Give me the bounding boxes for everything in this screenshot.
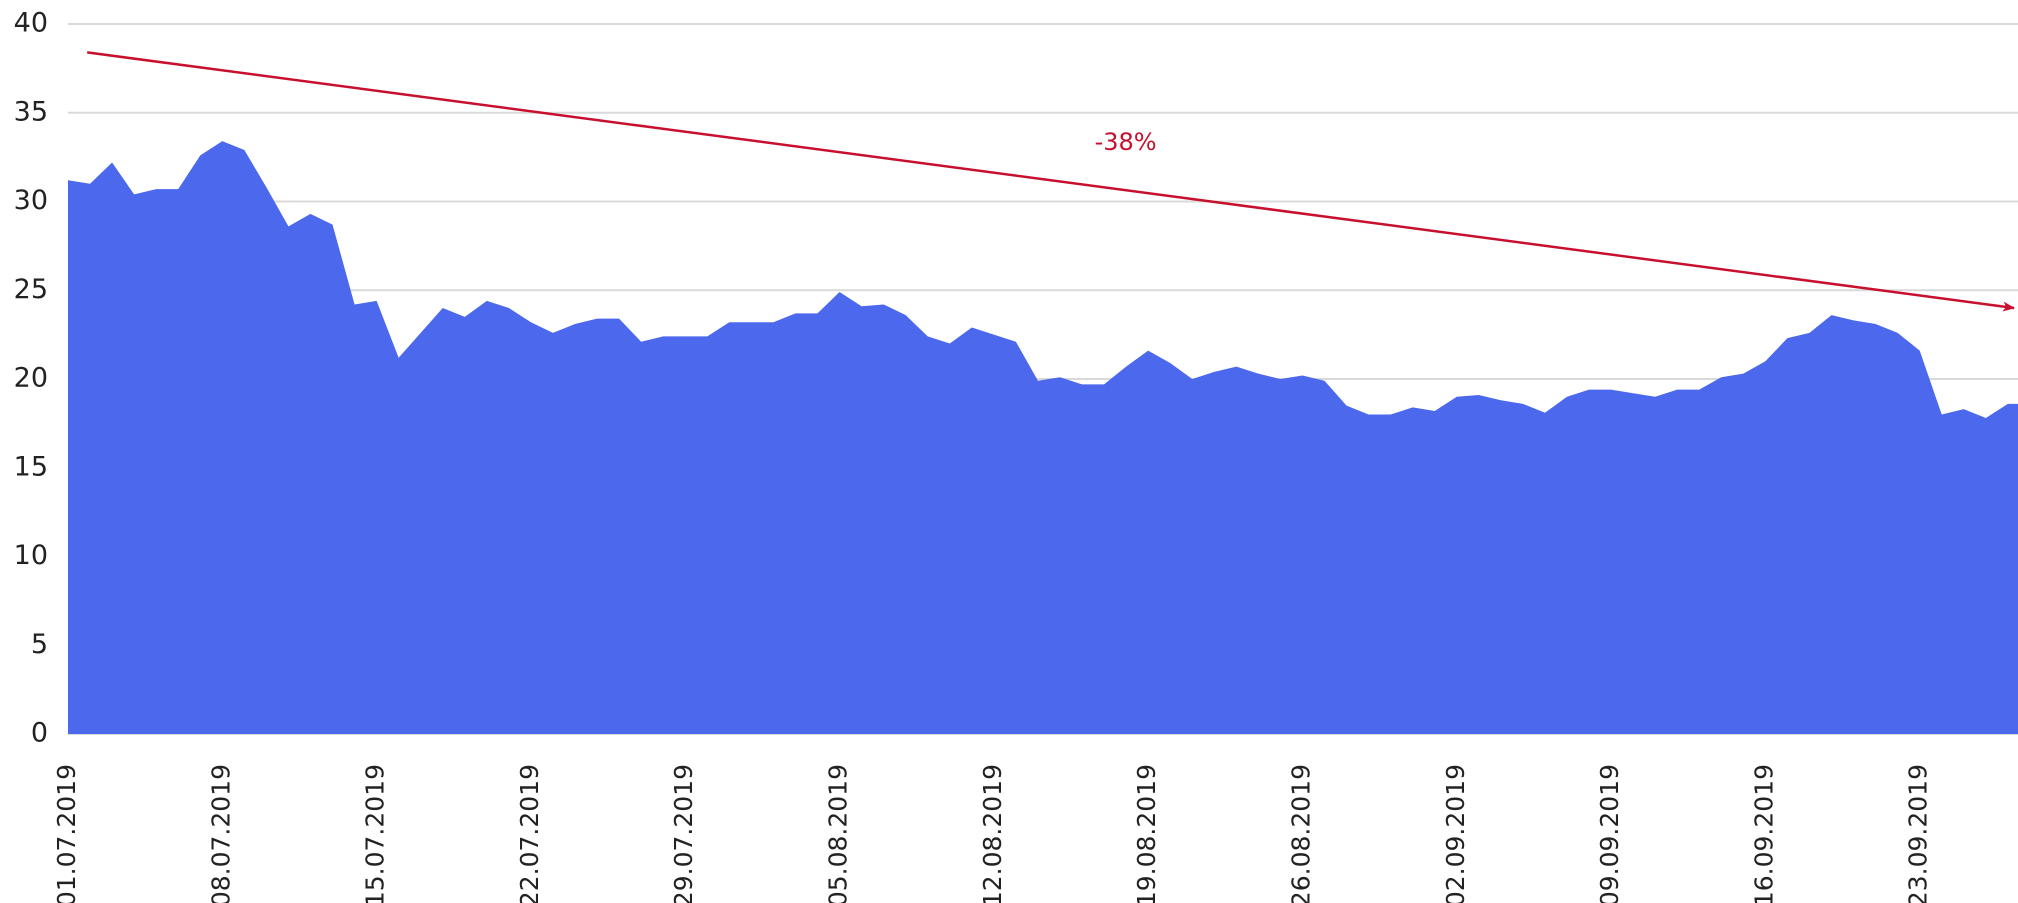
- x-tick-label: 05.08.2019: [824, 764, 853, 903]
- y-tick-label: 35: [14, 96, 48, 127]
- x-tick-label: 01.07.2019: [52, 764, 81, 903]
- y-tick-label: 0: [31, 718, 48, 749]
- area: [68, 141, 2018, 734]
- y-tick-label: 15: [14, 451, 48, 482]
- trend-label: -38%: [1095, 128, 1157, 156]
- x-tick-label: 08.07.2019: [206, 764, 235, 903]
- x-tick-label: 16.09.2019: [1749, 764, 1778, 903]
- x-tick-label: 23.09.2019: [1904, 764, 1933, 903]
- trend-arrow: [87, 51, 2015, 312]
- x-tick-label: 29.07.2019: [669, 764, 698, 903]
- y-tick-label: 30: [14, 185, 48, 216]
- y-tick-label: 10: [14, 540, 48, 571]
- x-tick-label: 02.09.2019: [1441, 764, 1470, 903]
- x-tick-label: 26.08.2019: [1286, 764, 1315, 903]
- y-tick-label: 20: [14, 363, 48, 394]
- y-tick-label: 5: [31, 629, 48, 660]
- x-tick-label: 19.08.2019: [1132, 764, 1161, 903]
- x-tick-label: 12.08.2019: [978, 764, 1007, 903]
- x-tick-label: 09.09.2019: [1595, 764, 1624, 903]
- x-tick-label: 22.07.2019: [515, 764, 544, 903]
- y-tick-label: 25: [14, 274, 48, 305]
- y-tick-label: 40: [14, 8, 48, 39]
- x-tick-label: 15.07.2019: [361, 764, 390, 903]
